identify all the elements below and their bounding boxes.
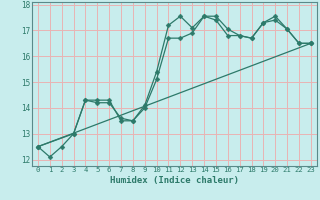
X-axis label: Humidex (Indice chaleur): Humidex (Indice chaleur) [110, 176, 239, 185]
